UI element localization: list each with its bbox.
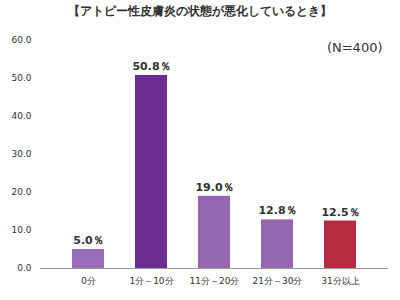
- svg-text:31分以上: 31分以上: [321, 276, 359, 286]
- svg-text:10.0: 10.0: [11, 225, 31, 235]
- svg-text:0.0: 0.0: [17, 263, 32, 273]
- svg-text:19.0％: 19.0％: [195, 181, 233, 194]
- svg-text:1分～10分: 1分～10分: [129, 276, 173, 286]
- svg-text:12.8％: 12.8％: [258, 204, 296, 217]
- svg-text:0分: 0分: [81, 276, 96, 286]
- svg-text:50.0: 50.0: [11, 73, 31, 83]
- svg-text:5.0％: 5.0％: [73, 234, 104, 247]
- svg-text:20.0: 20.0: [11, 187, 31, 197]
- svg-text:30.0: 30.0: [11, 149, 31, 159]
- html-text:【アトピー性皮膚炎の状態が悪化しているとき】: 【アトピー性皮膚炎の状態が悪化しているとき】: [68, 4, 332, 18]
- svg-text:(N=400): (N=400): [327, 40, 383, 55]
- svg-text:40.0: 40.0: [11, 111, 31, 121]
- svg-text:60.0: 60.0: [11, 35, 31, 45]
- svg-text:50.8％: 50.8％: [132, 60, 170, 73]
- svg-text:11分～20分: 11分～20分: [190, 276, 240, 286]
- svg-text:12.5％: 12.5％: [321, 206, 359, 219]
- svg-text:21分～30分: 21分～30分: [253, 276, 303, 286]
